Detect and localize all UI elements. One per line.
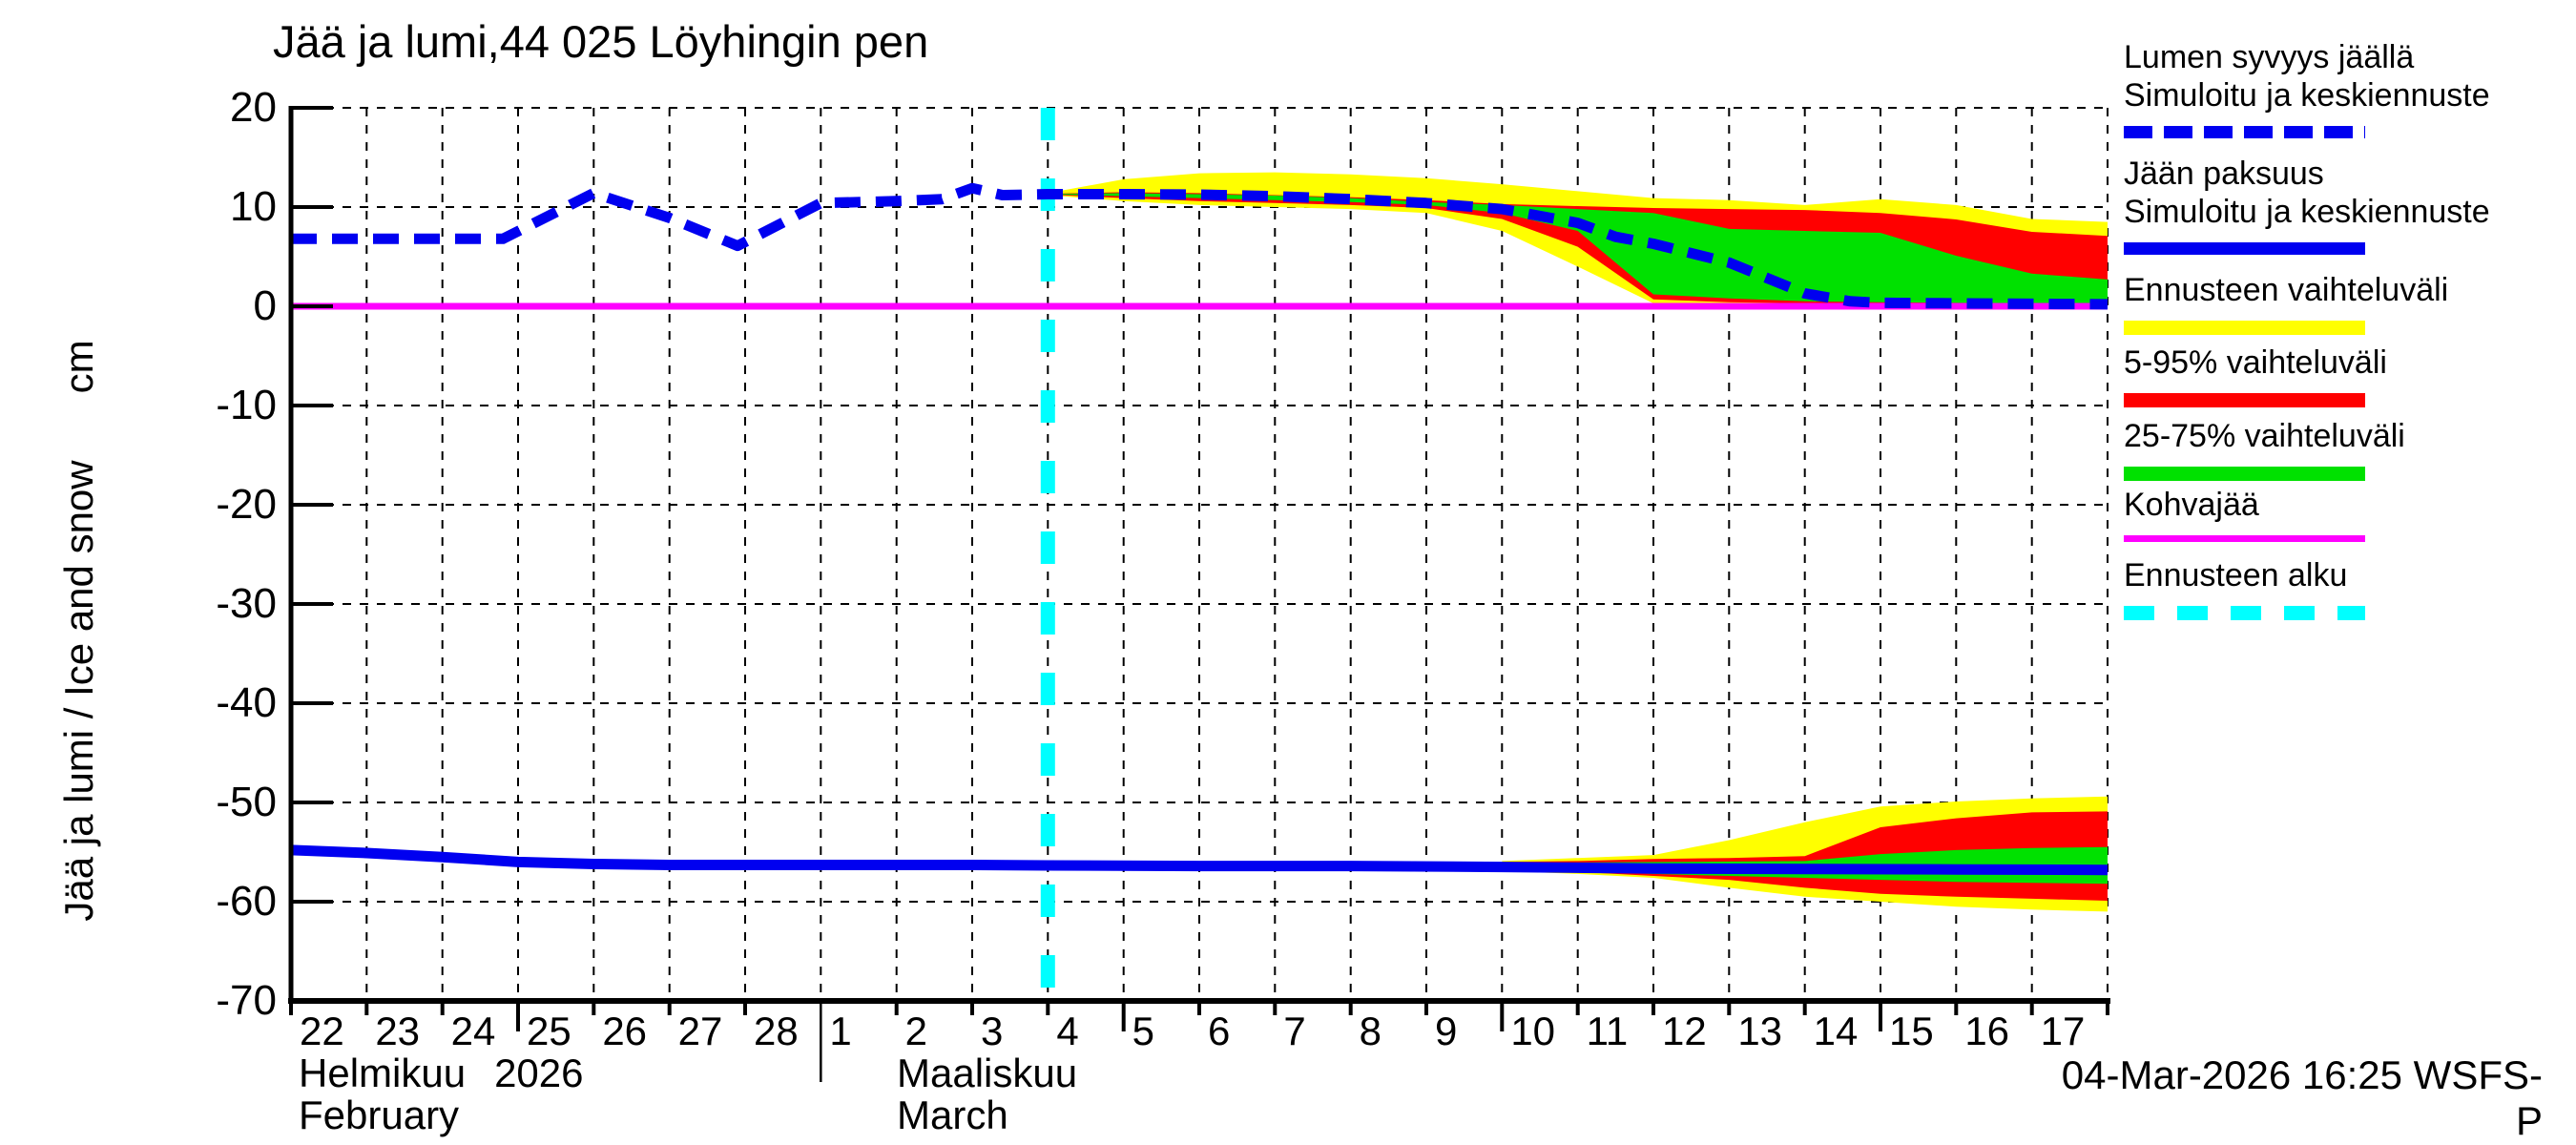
chart-title: Jää ja lumi,44 025 Löyhingin pen xyxy=(273,16,929,67)
legend-item-2: Jään paksuus Simuloitu ja keskiennuste xyxy=(2124,155,2524,255)
legend-sample-line xyxy=(2124,126,2365,138)
legend-item-label: 5-95% vaihteluväli xyxy=(2124,344,2387,381)
x-tick-label-march: 13 xyxy=(1737,1009,1783,1053)
legend-item-label: Jään paksuus xyxy=(2124,156,2324,192)
month-label-march-en: March xyxy=(897,1093,1008,1137)
x-tick-label-march: 9 xyxy=(1435,1009,1458,1053)
x-tick-label-march: 8 xyxy=(1359,1009,1382,1053)
y-tick-label: -20 xyxy=(216,481,277,528)
y-tick-label: 0 xyxy=(253,282,277,329)
x-tick-label-february: 22 xyxy=(300,1009,344,1053)
x-tick-label-march: 4 xyxy=(1056,1009,1079,1053)
x-tick-label-march: 1 xyxy=(829,1009,852,1053)
y-tick-label: -50 xyxy=(216,779,277,825)
y-tick-label: -30 xyxy=(216,580,277,627)
x-tick-label-march: 6 xyxy=(1208,1009,1231,1053)
x-tick-label-february: 24 xyxy=(450,1009,496,1053)
x-tick-label-march: 15 xyxy=(1889,1009,1934,1053)
y-axis-label: Jää ja lumi / Ice and snow cm xyxy=(56,340,101,922)
legend-item-label: Simuloitu ja keskiennuste xyxy=(2124,77,2490,114)
legend-item-label: Kohvajää xyxy=(2124,487,2259,523)
x-tick-label-february: 28 xyxy=(754,1009,799,1053)
x-tick-label-february: 27 xyxy=(677,1009,723,1053)
x-tick-label-march: 2 xyxy=(904,1009,928,1053)
legend-item-label: Simuloitu ja keskiennuste xyxy=(2124,194,2490,230)
generation-timestamp: 04-Mar-2026 16:25 WSFS-P xyxy=(2061,1052,2543,1143)
x-tick-label-march: 10 xyxy=(1510,1009,1556,1053)
x-tick-label-february: 23 xyxy=(375,1009,421,1053)
legend-item-label: 25-75% vaihteluväli xyxy=(2124,418,2405,454)
legend-sample-line xyxy=(2124,242,2365,255)
legend-sample-line xyxy=(2124,321,2365,335)
legend-item-3: Ennusteen vaihteluväli xyxy=(2124,271,2524,335)
x-tick-label-march: 12 xyxy=(1662,1009,1707,1053)
year-label: 2026 xyxy=(494,1051,584,1095)
x-tick-label-march: 3 xyxy=(981,1009,1004,1053)
x-tick-label-february: 25 xyxy=(527,1009,571,1053)
y-tick-label: -70 xyxy=(216,977,277,1024)
month-label-february-fi: Helmikuu 2026 xyxy=(299,1051,584,1095)
x-tick-label-february: 26 xyxy=(602,1009,648,1053)
legend-item-6: Kohvajää xyxy=(2124,486,2524,542)
y-tick-label: -40 xyxy=(216,679,277,726)
legend-item-4: 5-95% vaihteluväli xyxy=(2124,344,2524,407)
month-label-february-en: February xyxy=(299,1093,460,1137)
y-tick-label: -60 xyxy=(216,878,277,925)
legend-sample-line xyxy=(2124,535,2365,542)
series-line xyxy=(290,844,2109,876)
legend-item-1: Lumen syvyys jäällä Simuloitu ja keskienn… xyxy=(2124,38,2524,138)
y-tick-label: 10 xyxy=(230,183,277,230)
x-tick-label-march: 11 xyxy=(1586,1009,1629,1053)
legend-item-5: 25-75% vaihteluväli xyxy=(2124,417,2524,481)
series-line xyxy=(291,182,2109,310)
legend-item-label: Lumen syvyys jäällä xyxy=(2124,39,2415,75)
x-tick-label-march: 5 xyxy=(1132,1009,1155,1053)
legend-item-7: Ennusteen alku xyxy=(2124,556,2524,620)
month-label-march-fi: Maaliskuu xyxy=(897,1051,1078,1095)
x-tick-label-march: 16 xyxy=(1964,1009,2010,1053)
y-tick-label: -10 xyxy=(216,382,277,428)
x-tick-label-march: 14 xyxy=(1813,1009,1859,1053)
legend-sample-line xyxy=(2124,606,2365,620)
month-february-fi-text: Helmikuu xyxy=(299,1051,467,1095)
x-tick-label-march: 17 xyxy=(2040,1009,2086,1053)
x-tick-label-march: 7 xyxy=(1283,1009,1306,1053)
legend-sample-line xyxy=(2124,467,2365,481)
legend-item-label: Ennusteen vaihteluväli xyxy=(2124,272,2449,308)
band xyxy=(1048,193,2108,304)
legend-sample-line xyxy=(2124,393,2365,407)
legend-item-label: Ennusteen alku xyxy=(2124,557,2348,593)
y-tick-label: 20 xyxy=(230,84,277,131)
